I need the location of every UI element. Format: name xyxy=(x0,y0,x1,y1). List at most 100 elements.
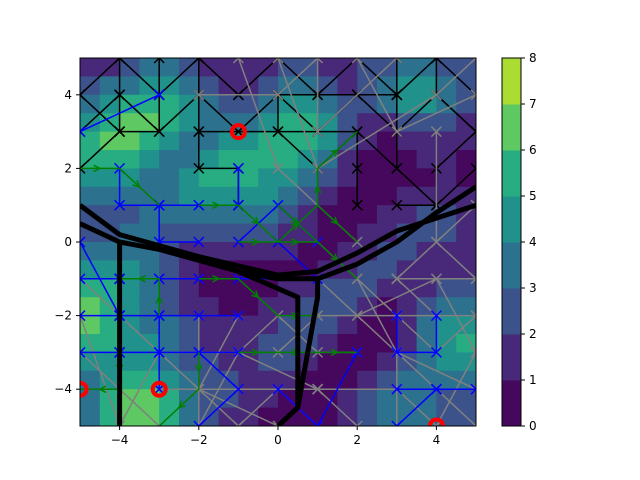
x-marker xyxy=(470,126,476,138)
contour-cell xyxy=(119,370,140,390)
x-marker xyxy=(80,273,86,285)
boundary-line xyxy=(80,184,476,282)
red-circle-marker xyxy=(427,417,445,426)
plot-area xyxy=(79,57,477,427)
x-marker xyxy=(114,199,126,211)
x-marker xyxy=(470,89,476,101)
series-layer xyxy=(80,58,476,426)
colorbar-band xyxy=(502,380,521,427)
colorbar-band xyxy=(502,334,521,381)
contour-cell xyxy=(357,370,378,390)
contour-cell xyxy=(456,242,476,261)
x-marker xyxy=(430,273,442,285)
red-circle-marker xyxy=(80,380,89,398)
x-marker xyxy=(470,58,476,64)
x-marker xyxy=(351,162,363,174)
contour-cell xyxy=(159,168,180,188)
arrow-mark xyxy=(251,348,260,357)
colorbar-band xyxy=(502,196,521,243)
series-line xyxy=(80,241,121,316)
series-line xyxy=(118,168,240,206)
arrow-mark xyxy=(330,348,340,357)
series-line xyxy=(80,94,160,133)
x-marker xyxy=(232,420,244,426)
x-marker xyxy=(391,162,403,174)
colorbar-tick-label: 6 xyxy=(529,143,537,157)
arrow-mark xyxy=(155,295,164,304)
colorbar-band xyxy=(502,58,521,105)
x-tick-label: −2 xyxy=(190,433,208,447)
colorbar-band xyxy=(502,288,521,335)
contour-cell xyxy=(139,168,160,188)
series-line xyxy=(316,131,358,206)
x-marker xyxy=(80,126,86,138)
y-tick-label: −2 xyxy=(54,309,72,323)
series-line xyxy=(396,58,476,206)
x-marker xyxy=(193,89,205,101)
contour-cell xyxy=(139,150,160,169)
x-marker xyxy=(312,126,324,138)
series-line xyxy=(277,58,476,170)
contour-cell xyxy=(357,389,378,409)
contour-cell xyxy=(159,150,180,169)
x-marker xyxy=(391,273,403,285)
contour-cell xyxy=(80,407,101,426)
series-line xyxy=(395,131,438,317)
series-line xyxy=(80,58,476,96)
series-line xyxy=(158,352,200,426)
arrow-mark xyxy=(251,290,260,299)
x-marker xyxy=(391,310,403,322)
y-tick-label: 0 xyxy=(64,235,72,249)
arrow-mark xyxy=(313,185,322,194)
x-marker xyxy=(430,126,442,138)
contour-cell xyxy=(80,370,101,390)
x-marker xyxy=(391,89,403,101)
colorbar-tick-label: 0 xyxy=(529,419,537,433)
x-marker xyxy=(193,162,205,174)
x-marker xyxy=(312,383,324,395)
x-marker xyxy=(470,273,476,285)
x-marker xyxy=(193,58,205,64)
x-marker xyxy=(232,162,244,174)
arrow-mark xyxy=(330,216,339,225)
red-circle-marker xyxy=(150,380,168,398)
x-tick-label: 4 xyxy=(433,433,441,447)
red-circle-marker xyxy=(229,123,247,141)
y-axis: −4 −2 0 2 4 xyxy=(54,88,80,396)
colorbar-tick-label: 4 xyxy=(529,235,537,249)
x-marker xyxy=(430,346,442,358)
contour-cell xyxy=(337,370,358,390)
x-marker xyxy=(470,310,476,322)
x-marker xyxy=(232,310,244,322)
x-marker xyxy=(272,383,284,395)
x-marker xyxy=(153,346,165,358)
arrow-mark xyxy=(132,179,141,188)
x-axis: −4 −2 0 2 4 xyxy=(111,426,440,447)
x-marker xyxy=(153,126,165,138)
x-marker xyxy=(351,310,363,322)
series-line xyxy=(396,58,476,207)
contour-cell xyxy=(337,389,358,409)
arrow-mark xyxy=(212,201,221,210)
arrow-mark xyxy=(290,216,300,225)
x-marker xyxy=(80,310,86,322)
arrow-mark xyxy=(251,238,260,246)
arrow-mark xyxy=(291,238,300,246)
x-marker xyxy=(80,89,86,101)
x-marker xyxy=(430,58,442,64)
x-marker xyxy=(114,420,126,426)
y-tick-label: −4 xyxy=(54,382,72,396)
arrow-mark xyxy=(251,216,260,225)
x-marker xyxy=(470,383,476,395)
contour-cell xyxy=(80,58,101,77)
series-line xyxy=(396,315,438,354)
boundary-lines xyxy=(80,184,476,426)
x-marker xyxy=(351,420,363,426)
boundary-line xyxy=(80,202,476,278)
x-marker xyxy=(80,236,86,248)
series-line xyxy=(119,278,160,316)
colorbar: 0 1 2 3 4 5 6 7 8 xyxy=(501,51,537,433)
contour-cell xyxy=(99,242,121,261)
x-marker xyxy=(391,346,403,358)
x-marker xyxy=(391,199,403,211)
